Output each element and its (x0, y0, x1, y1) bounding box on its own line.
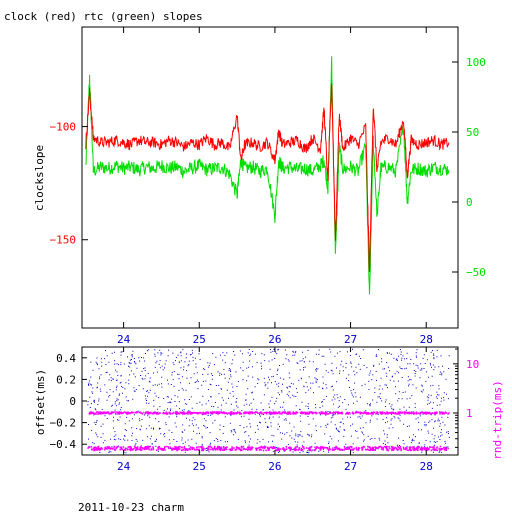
y2-tick-label: −50 (466, 266, 486, 279)
x-tick-label: 27 (344, 333, 357, 346)
y2-tick-label: 100 (466, 56, 486, 69)
y-tick-label: 0.4 (56, 352, 76, 365)
x-tick-label: 24 (117, 333, 131, 346)
y2-tick-label: 1 (466, 407, 473, 420)
slopes-y-axis-label: clockslope (33, 145, 46, 211)
slopes-y-axis-left: −150 −100 (50, 121, 88, 247)
x-tick-label: 24 (117, 460, 131, 473)
slopes-panel: 24 25 26 27 28 −150 −100 −50 0 50 100 clockslope (33, 26, 486, 346)
y2-tick-label: 10 (466, 358, 479, 371)
x-tick-label: 26 (268, 460, 281, 473)
y2-tick-label: 0 (466, 196, 473, 209)
slopes-plot-frame (81, 26, 459, 329)
x-tick-label: 28 (420, 333, 433, 346)
roundtrip-y-axis-label: rnd-trip(ms) (491, 380, 504, 459)
roundtrip-band (88, 411, 450, 415)
offset-y-axis-label: offset(ms) (34, 369, 47, 435)
offset-series-group (87, 348, 450, 454)
y-tick-label: −0.4 (50, 438, 77, 451)
offset-y-axis-left: −0.4 −0.2 0 0.2 0.4 (50, 352, 87, 451)
y-tick-label: 0.2 (56, 373, 76, 386)
roundtrip-band (87, 445, 449, 452)
x-tick-label: 27 (344, 460, 357, 473)
y-tick-label: −0.2 (50, 417, 77, 430)
offset-scatter-points (87, 348, 450, 454)
x-tick-label: 26 (268, 333, 281, 346)
y2-tick-label: 50 (466, 126, 479, 139)
rtc-slope-line (85, 56, 450, 295)
y-tick-label: −150 (50, 234, 77, 247)
slopes-series-group (85, 56, 450, 295)
slopes-y-axis-right: −50 0 50 100 (452, 56, 486, 279)
clock-slope-line (85, 83, 450, 273)
offset-x-axis: 24 25 26 27 28 (117, 347, 433, 473)
roundtrip-y-axis-right: 1 10 (453, 348, 479, 448)
chart-title: clock (red) rtc (green) slopes (4, 10, 203, 23)
x-tick-label: 28 (420, 460, 433, 473)
offset-panel: 24 25 26 27 28 −0.4 −0.2 0 0.2 0.4 1 10 offset(ms… (34, 346, 504, 473)
x-tick-label: 25 (193, 460, 206, 473)
slopes-x-axis: 24 25 26 27 28 (117, 27, 433, 346)
footer-label: 2011-10-23 charm (78, 501, 184, 512)
x-tick-label: 25 (193, 333, 206, 346)
y-tick-label: −100 (50, 121, 77, 134)
y-tick-label: 0 (69, 395, 76, 408)
